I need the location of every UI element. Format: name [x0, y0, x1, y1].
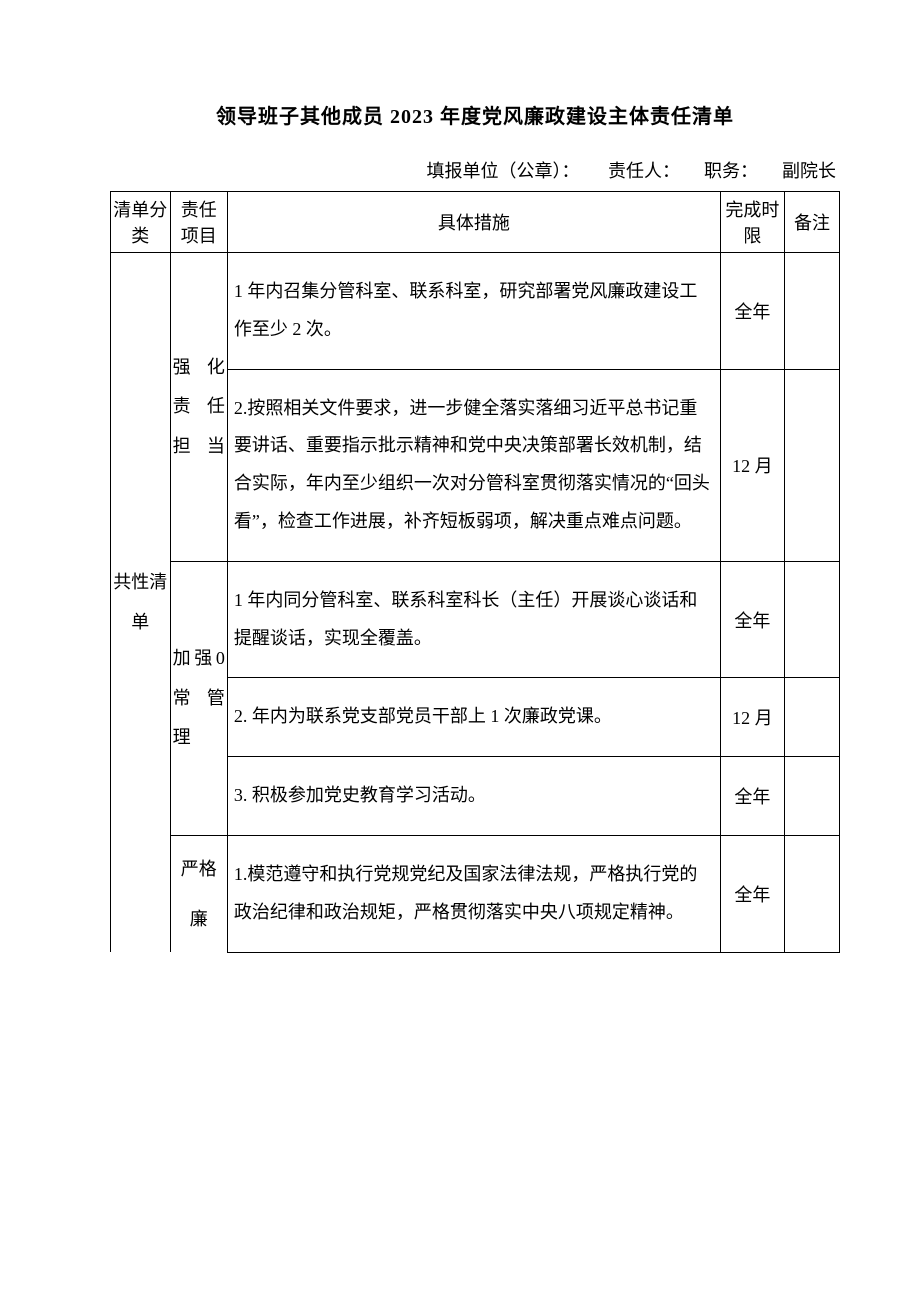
position-label: 职务： [704, 161, 758, 181]
measure-cell: 2. 年内为联系党支部党员干部上 1 次廉政党课。 [227, 678, 720, 757]
measure-cell: 2.按照相关文件要求，进一步健全落实落细习近平总书记重要讲话、重要指示批示精神和… [227, 369, 720, 561]
subtitle-row: 填报单位（公章）： 责任人： 职务： 副院长 [110, 157, 840, 183]
header-category: 清单分类 [111, 192, 171, 253]
remark-cell [784, 835, 839, 952]
measure-cell: 1 年内召集分管科室、联系科室，研究部署党风廉政建设工作至少 2 次。 [227, 253, 720, 370]
remark-cell [784, 678, 839, 757]
deadline-cell: 12 月 [720, 369, 784, 561]
deadline-cell: 全年 [720, 757, 784, 836]
table-row: 共性清单 强化责任担当 1 年内召集分管科室、联系科室，研究部署党风廉政建设工作… [111, 253, 840, 370]
remark-cell [784, 757, 839, 836]
category-cell: 共性清单 [111, 253, 171, 953]
deadline-cell: 全年 [720, 253, 784, 370]
person-label: 责任人： [608, 161, 680, 181]
position-value: 副院长 [782, 161, 836, 181]
table-header-row: 清单分类 责任项目 具体措施 完成时限 备注 [111, 192, 840, 253]
header-project: 责任项目 [170, 192, 227, 253]
remark-cell [784, 369, 839, 561]
project-cell: 加强0常管理 [170, 561, 227, 835]
header-measure: 具体措施 [227, 192, 720, 253]
deadline-cell: 全年 [720, 835, 784, 952]
page-title: 领导班子其他成员 2023 年度党风廉政建设主体责任清单 [110, 100, 840, 129]
measure-cell: 3. 积极参加党史教育学习活动。 [227, 757, 720, 836]
unit-label: 填报单位（公章）： [427, 161, 580, 181]
deadline-cell: 全年 [720, 561, 784, 678]
measure-cell: 1 年内同分管科室、联系科室科长（主任）开展谈心谈话和提醒谈话，实现全覆盖。 [227, 561, 720, 678]
remark-cell [784, 253, 839, 370]
project-cell: 严格廉 [170, 835, 227, 952]
measure-cell: 1.模范遵守和执行党规党纪及国家法律法规，严格执行党的政治纪律和政治规矩，严格贯… [227, 835, 720, 952]
table-row: 严格廉 1.模范遵守和执行党规党纪及国家法律法规，严格执行党的政治纪律和政治规矩… [111, 835, 840, 952]
header-remark: 备注 [784, 192, 839, 253]
responsibility-table: 清单分类 责任项目 具体措施 完成时限 备注 共性清单 强化责任担当 1 年内召… [110, 191, 840, 953]
table-row: 加强0常管理 1 年内同分管科室、联系科室科长（主任）开展谈心谈话和提醒谈话，实… [111, 561, 840, 678]
header-deadline: 完成时限 [720, 192, 784, 253]
remark-cell [784, 561, 839, 678]
deadline-cell: 12 月 [720, 678, 784, 757]
project-cell: 强化责任担当 [170, 253, 227, 562]
